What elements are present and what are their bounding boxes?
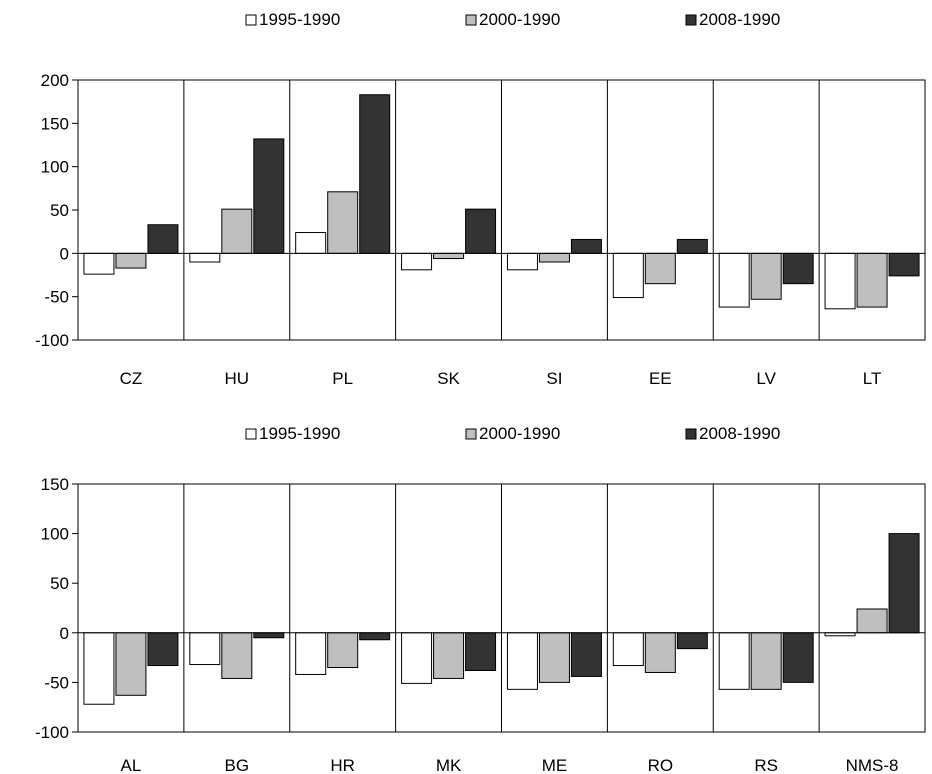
legend-label-1: 1995-1990 bbox=[259, 10, 340, 29]
bar-ee-series-2 bbox=[644, 252, 676, 285]
x-category-label: HR bbox=[330, 756, 355, 774]
x-category-label: MK bbox=[436, 756, 462, 774]
bar-rs-series-2 bbox=[750, 632, 782, 690]
bar-lv-series-3 bbox=[782, 252, 814, 285]
bar-rs-series-1 bbox=[718, 632, 750, 690]
legend-swatch-2 bbox=[465, 428, 477, 440]
bar-si-series-1 bbox=[506, 252, 538, 271]
bar-bg-series-2 bbox=[221, 632, 253, 679]
bar-si-series-3 bbox=[570, 238, 602, 254]
y-tick-label: 100 bbox=[41, 525, 69, 544]
bar-lv-series-1 bbox=[718, 252, 750, 308]
x-category-label: SK bbox=[437, 369, 460, 388]
y-tick-label: 50 bbox=[50, 201, 69, 220]
bar-hu-series-1 bbox=[189, 252, 221, 263]
bar-mk-series-3 bbox=[465, 632, 497, 671]
bar-ro-series-2 bbox=[644, 632, 676, 673]
x-category-label: LV bbox=[756, 369, 776, 388]
bar-cz-series-3 bbox=[147, 224, 179, 254]
legend-swatch-2 bbox=[465, 14, 477, 26]
legend-label-3: 2008-1990 bbox=[699, 10, 780, 29]
y-tick-label: -50 bbox=[44, 673, 69, 692]
plot-frame bbox=[77, 483, 926, 733]
bar-ro-series-3 bbox=[676, 632, 708, 650]
bar-hr-series-1 bbox=[295, 632, 327, 675]
bar-al-series-1 bbox=[83, 632, 115, 705]
bar-ee-series-1 bbox=[612, 252, 644, 299]
x-category-label: LT bbox=[863, 369, 882, 388]
legend-swatch-3 bbox=[685, 14, 697, 26]
legend-swatch-1 bbox=[245, 428, 257, 440]
bar-me-series-1 bbox=[506, 632, 538, 690]
y-tick-label: 0 bbox=[60, 244, 69, 263]
y-tick-label: -50 bbox=[44, 288, 69, 307]
legend-label-2: 2000-1990 bbox=[479, 10, 560, 29]
y-tick-label: 200 bbox=[41, 71, 69, 90]
x-category-label: SI bbox=[546, 369, 562, 388]
y-tick-label: 150 bbox=[41, 114, 69, 133]
bar-ee-series-3 bbox=[676, 238, 708, 254]
bar-hu-series-2 bbox=[221, 208, 253, 254]
x-category-label: RS bbox=[754, 756, 778, 774]
bar-me-series-3 bbox=[570, 632, 602, 677]
legend-swatch-1 bbox=[245, 14, 257, 26]
bar-pl-series-2 bbox=[327, 191, 359, 254]
bar-si-series-2 bbox=[538, 252, 570, 263]
bar-hu-series-3 bbox=[253, 138, 285, 254]
y-tick-label: -100 bbox=[35, 723, 69, 742]
x-category-label: HU bbox=[225, 369, 250, 388]
y-tick-label: 50 bbox=[50, 574, 69, 593]
legend-label-1: 1995-1990 bbox=[259, 424, 340, 443]
legend-label-2: 2000-1990 bbox=[479, 424, 560, 443]
x-category-label: CZ bbox=[120, 369, 143, 388]
bar-al-series-2 bbox=[115, 632, 147, 696]
bar-bg-series-3 bbox=[253, 632, 285, 639]
y-tick-label: 100 bbox=[41, 158, 69, 177]
bar-lt-series-3 bbox=[888, 252, 920, 277]
legend-swatch-3 bbox=[685, 428, 697, 440]
x-category-label: PL bbox=[332, 369, 353, 388]
plot-frame bbox=[77, 79, 926, 341]
bar-nms-8-series-2 bbox=[856, 608, 888, 634]
x-category-label: AL bbox=[121, 756, 142, 774]
x-category-label: NMS-8 bbox=[846, 756, 899, 774]
bar-sk-series-1 bbox=[401, 252, 433, 271]
x-category-label: ME bbox=[542, 756, 568, 774]
y-tick-label: 0 bbox=[60, 624, 69, 643]
bar-lt-series-1 bbox=[824, 252, 856, 310]
bar-cz-series-2 bbox=[115, 252, 147, 269]
bar-cz-series-1 bbox=[83, 252, 115, 275]
bar-pl-series-3 bbox=[359, 94, 391, 254]
y-tick-label: -100 bbox=[35, 331, 69, 350]
bar-sk-series-2 bbox=[433, 252, 465, 260]
bar-me-series-2 bbox=[538, 632, 570, 683]
bar-ro-series-1 bbox=[612, 632, 644, 667]
bar-nms-8-series-3 bbox=[888, 533, 920, 634]
bar-bg-series-1 bbox=[189, 632, 221, 666]
bar-rs-series-3 bbox=[782, 632, 814, 683]
y-tick-label: 150 bbox=[41, 475, 69, 494]
bar-hr-series-3 bbox=[359, 632, 391, 641]
bar-pl-series-1 bbox=[295, 232, 327, 254]
bar-sk-series-3 bbox=[465, 208, 497, 254]
bar-mk-series-1 bbox=[401, 632, 433, 684]
bar-mk-series-2 bbox=[433, 632, 465, 679]
x-category-label: EE bbox=[649, 369, 672, 388]
x-category-label: BG bbox=[225, 756, 250, 774]
bar-lv-series-2 bbox=[750, 252, 782, 300]
legend-label-3: 2008-1990 bbox=[699, 424, 780, 443]
bar-hr-series-2 bbox=[327, 632, 359, 669]
x-category-label: RO bbox=[648, 756, 674, 774]
bar-al-series-3 bbox=[147, 632, 179, 667]
bar-lt-series-2 bbox=[856, 252, 888, 308]
